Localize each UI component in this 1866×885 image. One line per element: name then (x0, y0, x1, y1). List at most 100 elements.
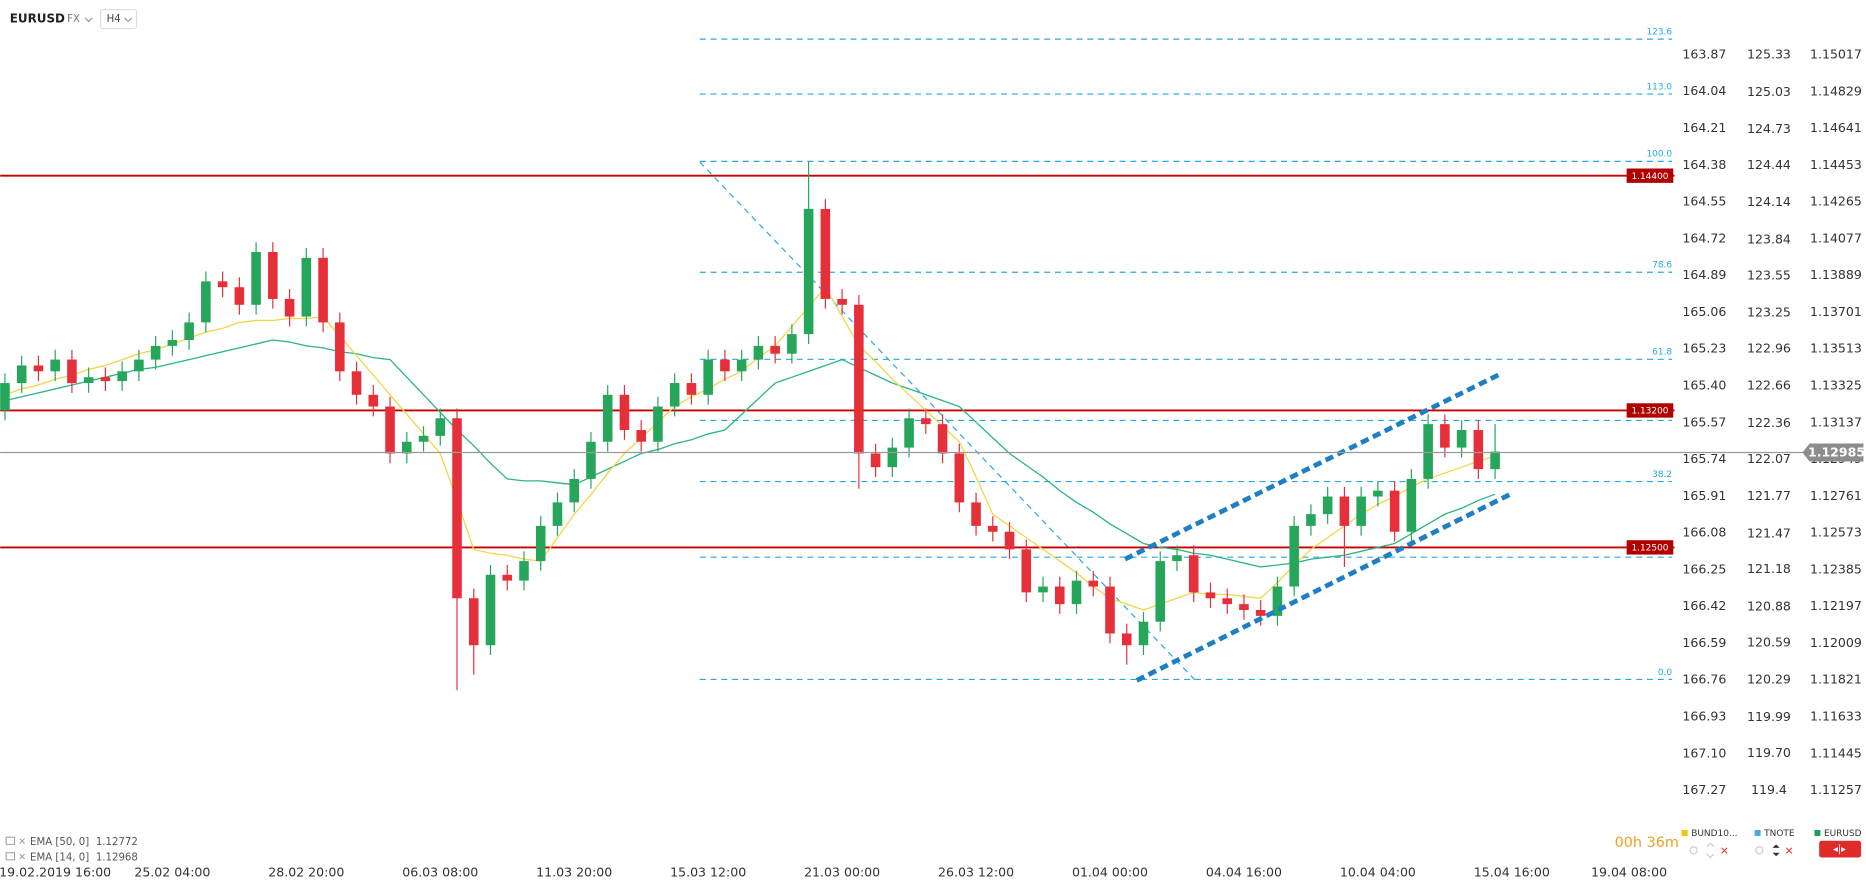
y-tick-label: 164.38 (1682, 157, 1726, 172)
fib-label: 61.8 (1652, 348, 1672, 358)
fib-label: 123.6 (1646, 27, 1672, 37)
y-tick-label: 165.57 (1682, 414, 1726, 429)
y-tick-label: 1.14265 (1810, 194, 1862, 209)
y-tick-label: 1.12009 (1810, 635, 1862, 650)
interval: H4 (107, 14, 121, 25)
candle-body (1172, 555, 1182, 562)
indicator-close[interactable]: ✕ (18, 836, 26, 847)
y-tick-label: 121.77 (1747, 488, 1791, 503)
candle-body (1423, 424, 1433, 479)
candle-body (1155, 561, 1166, 622)
y-tick-label: 1.14641 (1810, 120, 1862, 135)
candle-body (402, 441, 412, 454)
y-tick-label: 165.74 (1682, 451, 1726, 466)
y-tick-label: 167.10 (1682, 745, 1726, 760)
y-tick-label: 1.11633 (1810, 709, 1862, 724)
move-icon[interactable] (1772, 844, 1780, 857)
eye-icon[interactable] (1689, 846, 1698, 855)
remove-icon[interactable]: ✕ (1720, 845, 1729, 858)
candle-body (686, 383, 697, 395)
indicator-icon[interactable] (5, 836, 15, 845)
eye-icon[interactable] (1755, 846, 1764, 855)
level-tag (1626, 403, 1674, 418)
y-tick-label: 1.12761 (1810, 488, 1862, 503)
candle-body (1440, 424, 1450, 448)
candle-body (653, 406, 663, 442)
legend-controls[interactable]: ✕ ✕ ◂|▸ (1689, 840, 1862, 859)
indicator-icon[interactable] (5, 852, 15, 861)
settings-button[interactable] (1819, 840, 1862, 858)
y-tick-label: 125.33 (1747, 47, 1791, 62)
ema-line (4, 339, 1496, 568)
candle-body (1004, 531, 1015, 550)
x-tick-label: 25.02 04:00 (134, 865, 210, 880)
instrument-legend: BUND10... TNOTE EURUSD ✕ ✕ ◂|▸ (1681, 829, 1862, 859)
candle-body (552, 502, 563, 526)
candle-body (602, 394, 613, 442)
last-price-label: 1.12985 (1808, 445, 1865, 460)
candle-body (1373, 490, 1383, 497)
candle-body (284, 298, 295, 317)
candle-body (569, 478, 579, 503)
x-tick-label: 10.04 04:00 (1340, 865, 1416, 880)
candle-body (1088, 580, 1099, 587)
legend-label: BUND10... (1691, 829, 1737, 839)
x-tick-label: 19.04 08:00 (1591, 865, 1667, 880)
y-tick-label: 1.14453 (1810, 157, 1862, 172)
y-tick-label: 166.93 (1682, 709, 1726, 724)
candle-body (787, 334, 797, 354)
x-tick-label: 26.03 12:00 (938, 865, 1014, 880)
candle-body (167, 340, 178, 346)
candle-body (251, 251, 261, 305)
interval-dropdown[interactable]: H4 (100, 8, 138, 30)
market: FX (67, 14, 80, 25)
candle-body (1188, 555, 1199, 593)
x-tick-label: 21.03 00:00 (804, 865, 880, 880)
y-tick-label: 123.55 (1747, 267, 1791, 282)
candle-body (385, 406, 395, 454)
y-tick-label: 120.29 (1747, 672, 1791, 687)
y-tick-label: 122.66 (1747, 378, 1791, 393)
candle-body (1054, 586, 1065, 605)
candle-body (368, 394, 379, 407)
y-tick-label: 119.99 (1747, 709, 1791, 724)
interval-box (100, 8, 138, 30)
candle-body (301, 257, 312, 317)
y-tick-label: 166.76 (1682, 672, 1726, 687)
y-tick-label: 1.12573 (1810, 525, 1862, 540)
level-tag (1626, 168, 1674, 183)
candle-body (468, 598, 479, 646)
market-dropdown[interactable]: FX (67, 14, 93, 25)
candle-body (1406, 478, 1417, 532)
candle-body (217, 281, 228, 288)
y-tick-label: 122.36 (1747, 415, 1791, 430)
candle-body (1339, 496, 1350, 526)
y-tick-label: 123.84 (1747, 231, 1791, 246)
candle-body (937, 424, 948, 454)
x-tick-label: 11.03 20:00 (536, 865, 612, 880)
x-tick-label: 15.03 12:00 (670, 865, 746, 880)
y-tick-label: 1.14829 (1810, 83, 1862, 98)
candle-body (1138, 621, 1149, 646)
plot-area: 123.6113.0100.078.661.850.038.223.60.01.… (0, 27, 1865, 879)
remove-icon[interactable]: ✕ (1785, 845, 1794, 858)
move-icon[interactable] (1706, 842, 1715, 859)
y-tick-label: 121.18 (1747, 561, 1791, 576)
y-tick-label: 1.12385 (1810, 561, 1862, 576)
indicator-close[interactable]: ✕ (18, 852, 26, 863)
candle-body (50, 359, 60, 372)
candle-body (870, 453, 881, 468)
candle-body (418, 435, 429, 442)
candle-body (318, 257, 328, 323)
y-tick-label: 119.70 (1747, 745, 1791, 760)
last-price-tag (1802, 443, 1864, 462)
x-tick-label: 06.03 08:00 (402, 865, 478, 880)
y-tick-label: 122.96 (1747, 340, 1791, 355)
y-tick-label: 164.55 (1682, 194, 1726, 209)
y-tick-label: 165.06 (1682, 304, 1726, 319)
y-tick-label: 1.13137 (1810, 414, 1862, 429)
y-tick-label: 121.47 (1747, 525, 1791, 540)
settings-icon: ◂|▸ (1833, 844, 1846, 855)
candle-body (720, 359, 730, 372)
